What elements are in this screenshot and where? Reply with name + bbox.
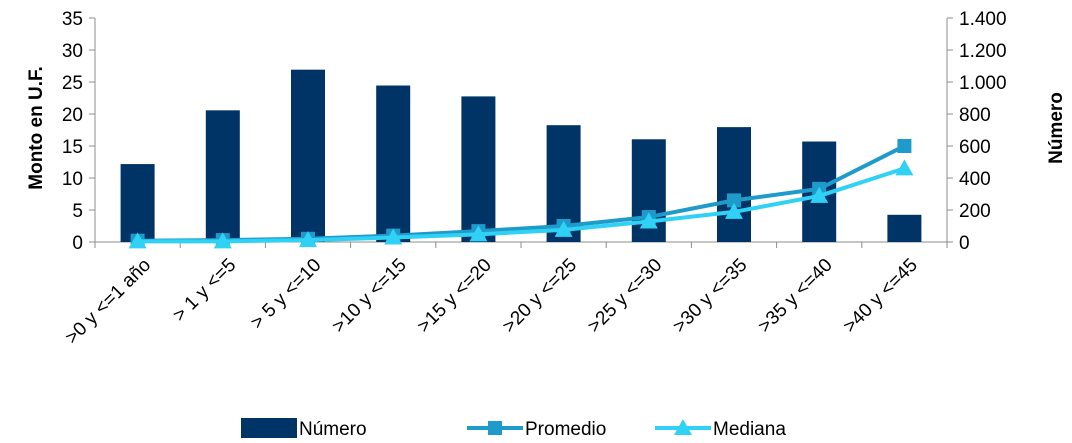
legend-label-promedio: Promedio (525, 419, 606, 440)
x-tick-label: >10 y <=15 (328, 255, 410, 337)
bar-numero (205, 110, 240, 242)
point-mediana (639, 212, 658, 229)
bar-numero (291, 69, 325, 243)
y-tick-label-right: 600 (959, 137, 991, 158)
point-mediana (128, 232, 147, 249)
x-tick-label: >15 y <=20 (413, 255, 495, 337)
y-tick-label-left: 30 (62, 41, 83, 62)
y-tick-label-left: 35 (62, 9, 83, 30)
x-tick-label: >25 y <=30 (584, 255, 666, 337)
x-tick-label: >0 y <=1 año (61, 255, 155, 349)
x-tick-label: >35 y <=40 (754, 255, 836, 337)
bar-numero (120, 164, 155, 242)
legend-marker-promedio (488, 421, 502, 435)
point-mediana (384, 228, 403, 245)
legend-swatch-numero (241, 418, 297, 438)
point-mediana (299, 231, 317, 248)
x-tick-label: >30 y <=35 (669, 255, 751, 337)
bar-numero (717, 127, 751, 242)
x-tick-label: > 1 y <=5 (169, 255, 240, 326)
y-tick-label-right: 0 (959, 233, 970, 254)
y-tick-label-right: 1.200 (959, 41, 1007, 62)
bar-numero (461, 96, 496, 243)
legend-marker-mediana (674, 419, 692, 435)
y-axis-title-right: Número (1046, 92, 1067, 164)
point-mediana (725, 202, 743, 219)
x-tick-label: >20 y <=25 (499, 255, 581, 337)
plot-area: 0 5 10 15 20 25 30 35 0 200 400 600 800 1.000 1.200 1.4… (61, 9, 1006, 348)
legend: Número Promedio Mediana (241, 418, 786, 440)
bar-numero (887, 214, 922, 242)
point-promedio (727, 193, 741, 208)
y-tick-label-left: 5 (72, 201, 83, 222)
point-mediana (213, 232, 232, 249)
y-tick-label-right: 800 (959, 105, 991, 126)
y-axis-title-left: Monto en U.F. (26, 66, 47, 189)
point-mediana (469, 225, 488, 242)
point-promedio (897, 139, 912, 153)
y-tick-label-right: 1.400 (959, 9, 1007, 30)
y-tick-label-right: 400 (959, 169, 991, 190)
y-tick-label-right: 1.000 (959, 73, 1007, 94)
y-tick-label-left: 0 (72, 233, 83, 254)
legend-label-mediana: Mediana (713, 419, 786, 440)
point-mediana (895, 159, 914, 176)
line-mediana (137, 166, 906, 244)
y-tick-label-left: 25 (62, 73, 83, 94)
legend-label-numero: Número (299, 419, 367, 440)
line-promedio (137, 144, 906, 243)
x-tick-label: > 5 y <=10 (247, 255, 326, 334)
point-mediana (554, 220, 573, 237)
y-tick-label-left: 10 (62, 169, 83, 190)
bar-numero (376, 85, 411, 243)
y-tick-label-left: 15 (62, 137, 83, 158)
point-mediana (810, 186, 829, 203)
x-tick-label: >40 y <=45 (839, 255, 921, 337)
y-tick-label-right: 200 (959, 201, 991, 222)
y-tick-label-left: 20 (62, 105, 83, 126)
